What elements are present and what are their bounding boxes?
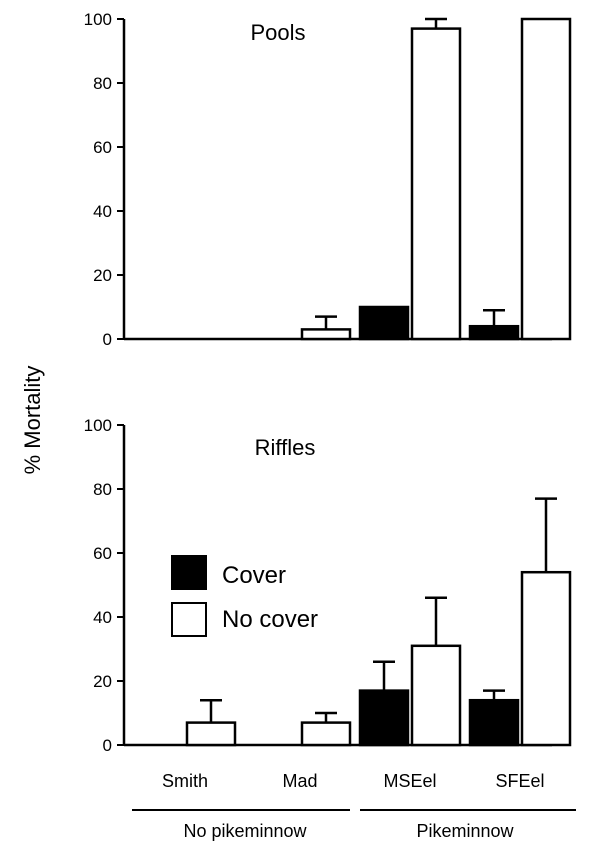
riffles-bar-cover-sfeel: [468, 698, 520, 747]
category-labels: Smith Mad MSEel SFEel: [162, 771, 545, 791]
category-label-mad: Mad: [282, 771, 317, 791]
legend-label-no-cover: No cover: [222, 606, 318, 633]
legend: Cover No cover: [171, 555, 318, 637]
group-label-pikeminnow: Pikeminnow: [416, 821, 514, 841]
group-label-no-pikeminnow: No pikeminnow: [183, 821, 307, 841]
pools-y-tick-label-60: 60: [93, 138, 112, 157]
pools-y-tick-label-80: 80: [93, 74, 112, 93]
pools-panel-title: Pools: [250, 20, 305, 45]
riffles-panel-title: Riffles: [255, 435, 316, 460]
pools-bar-cover-sfeel: [468, 324, 520, 341]
pools-y-tick-label-20: 20: [93, 266, 112, 285]
riffles-y-tick-label-40: 40: [93, 608, 112, 627]
legend-swatch-cover: [171, 555, 207, 590]
legend-swatch-no-cover: [171, 602, 207, 637]
y-axis-label: % Mortality: [20, 366, 45, 475]
pools-bar-no-cover-mad: [300, 328, 352, 341]
riffles-y-tick-label-80: 80: [93, 480, 112, 499]
group-brackets: No pikeminnow Pikeminnow: [132, 809, 576, 841]
riffles-bar-no-cover-mad: [300, 721, 352, 747]
riffles-y-tick-label-60: 60: [93, 544, 112, 563]
category-label-smith: Smith: [162, 771, 208, 791]
riffles-bar-cover-mseel: [358, 689, 410, 747]
riffles-panel: Riffles 0 20 40 60 80 100: [84, 416, 572, 755]
pools-bar-no-cover-mseel: [410, 27, 462, 341]
riffles-bar-no-cover-mseel: [410, 644, 462, 747]
pools-y-tick-label-100: 100: [84, 10, 112, 29]
pools-bar-cover-mseel: [358, 305, 410, 341]
riffles-bar-no-cover-smith: [185, 721, 237, 747]
pools-panel: Pools 0 20 40 60 80 100: [84, 10, 572, 349]
riffles-y-tick-label-100: 100: [84, 416, 112, 435]
riffles-y-tick-label-20: 20: [93, 672, 112, 691]
legend-label-cover: Cover: [222, 562, 286, 589]
riffles-y-tick-label-0: 0: [103, 736, 112, 755]
pools-y-tick-label-0: 0: [103, 330, 112, 349]
riffles-bar-no-cover-sfeel: [520, 570, 572, 747]
category-label-sfeel: SFEel: [495, 771, 544, 791]
pools-bar-no-cover-sfeel: [520, 17, 572, 341]
category-label-mseel: MSEel: [383, 771, 436, 791]
pools-y-tick-label-40: 40: [93, 202, 112, 221]
